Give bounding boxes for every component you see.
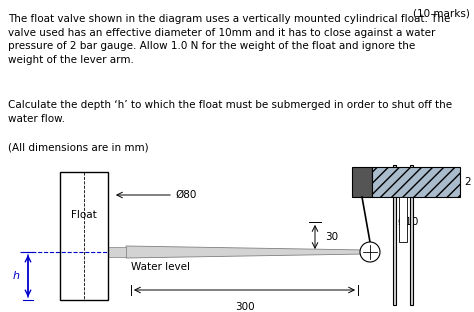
Bar	[393, 165, 396, 305]
Text: 300: 300	[235, 302, 255, 312]
Text: (All dimensions are in mm): (All dimensions are in mm)	[8, 142, 149, 152]
Circle shape	[360, 242, 380, 262]
Bar	[410, 165, 413, 305]
Text: 30: 30	[325, 232, 338, 242]
Bar	[108, 247, 126, 257]
Text: Calculate the depth ‘h’ to which the float must be submerged in order to shut of: Calculate the depth ‘h’ to which the flo…	[8, 100, 452, 124]
Text: The float valve shown in the diagram uses a vertically mounted cylindrical float: The float valve shown in the diagram use…	[8, 14, 450, 65]
Text: h: h	[12, 271, 19, 281]
Bar	[372, 167, 460, 197]
Bar	[352, 167, 372, 197]
Text: Float: Float	[71, 210, 97, 220]
Bar	[60, 172, 108, 300]
Text: Ø80: Ø80	[175, 190, 196, 200]
Text: Water level: Water level	[131, 262, 190, 272]
Polygon shape	[126, 246, 365, 258]
Text: (10 marks): (10 marks)	[413, 8, 470, 18]
Text: 2 bar: 2 bar	[465, 177, 474, 187]
Text: Ø10: Ø10	[397, 217, 419, 227]
Bar	[399, 197, 407, 242]
